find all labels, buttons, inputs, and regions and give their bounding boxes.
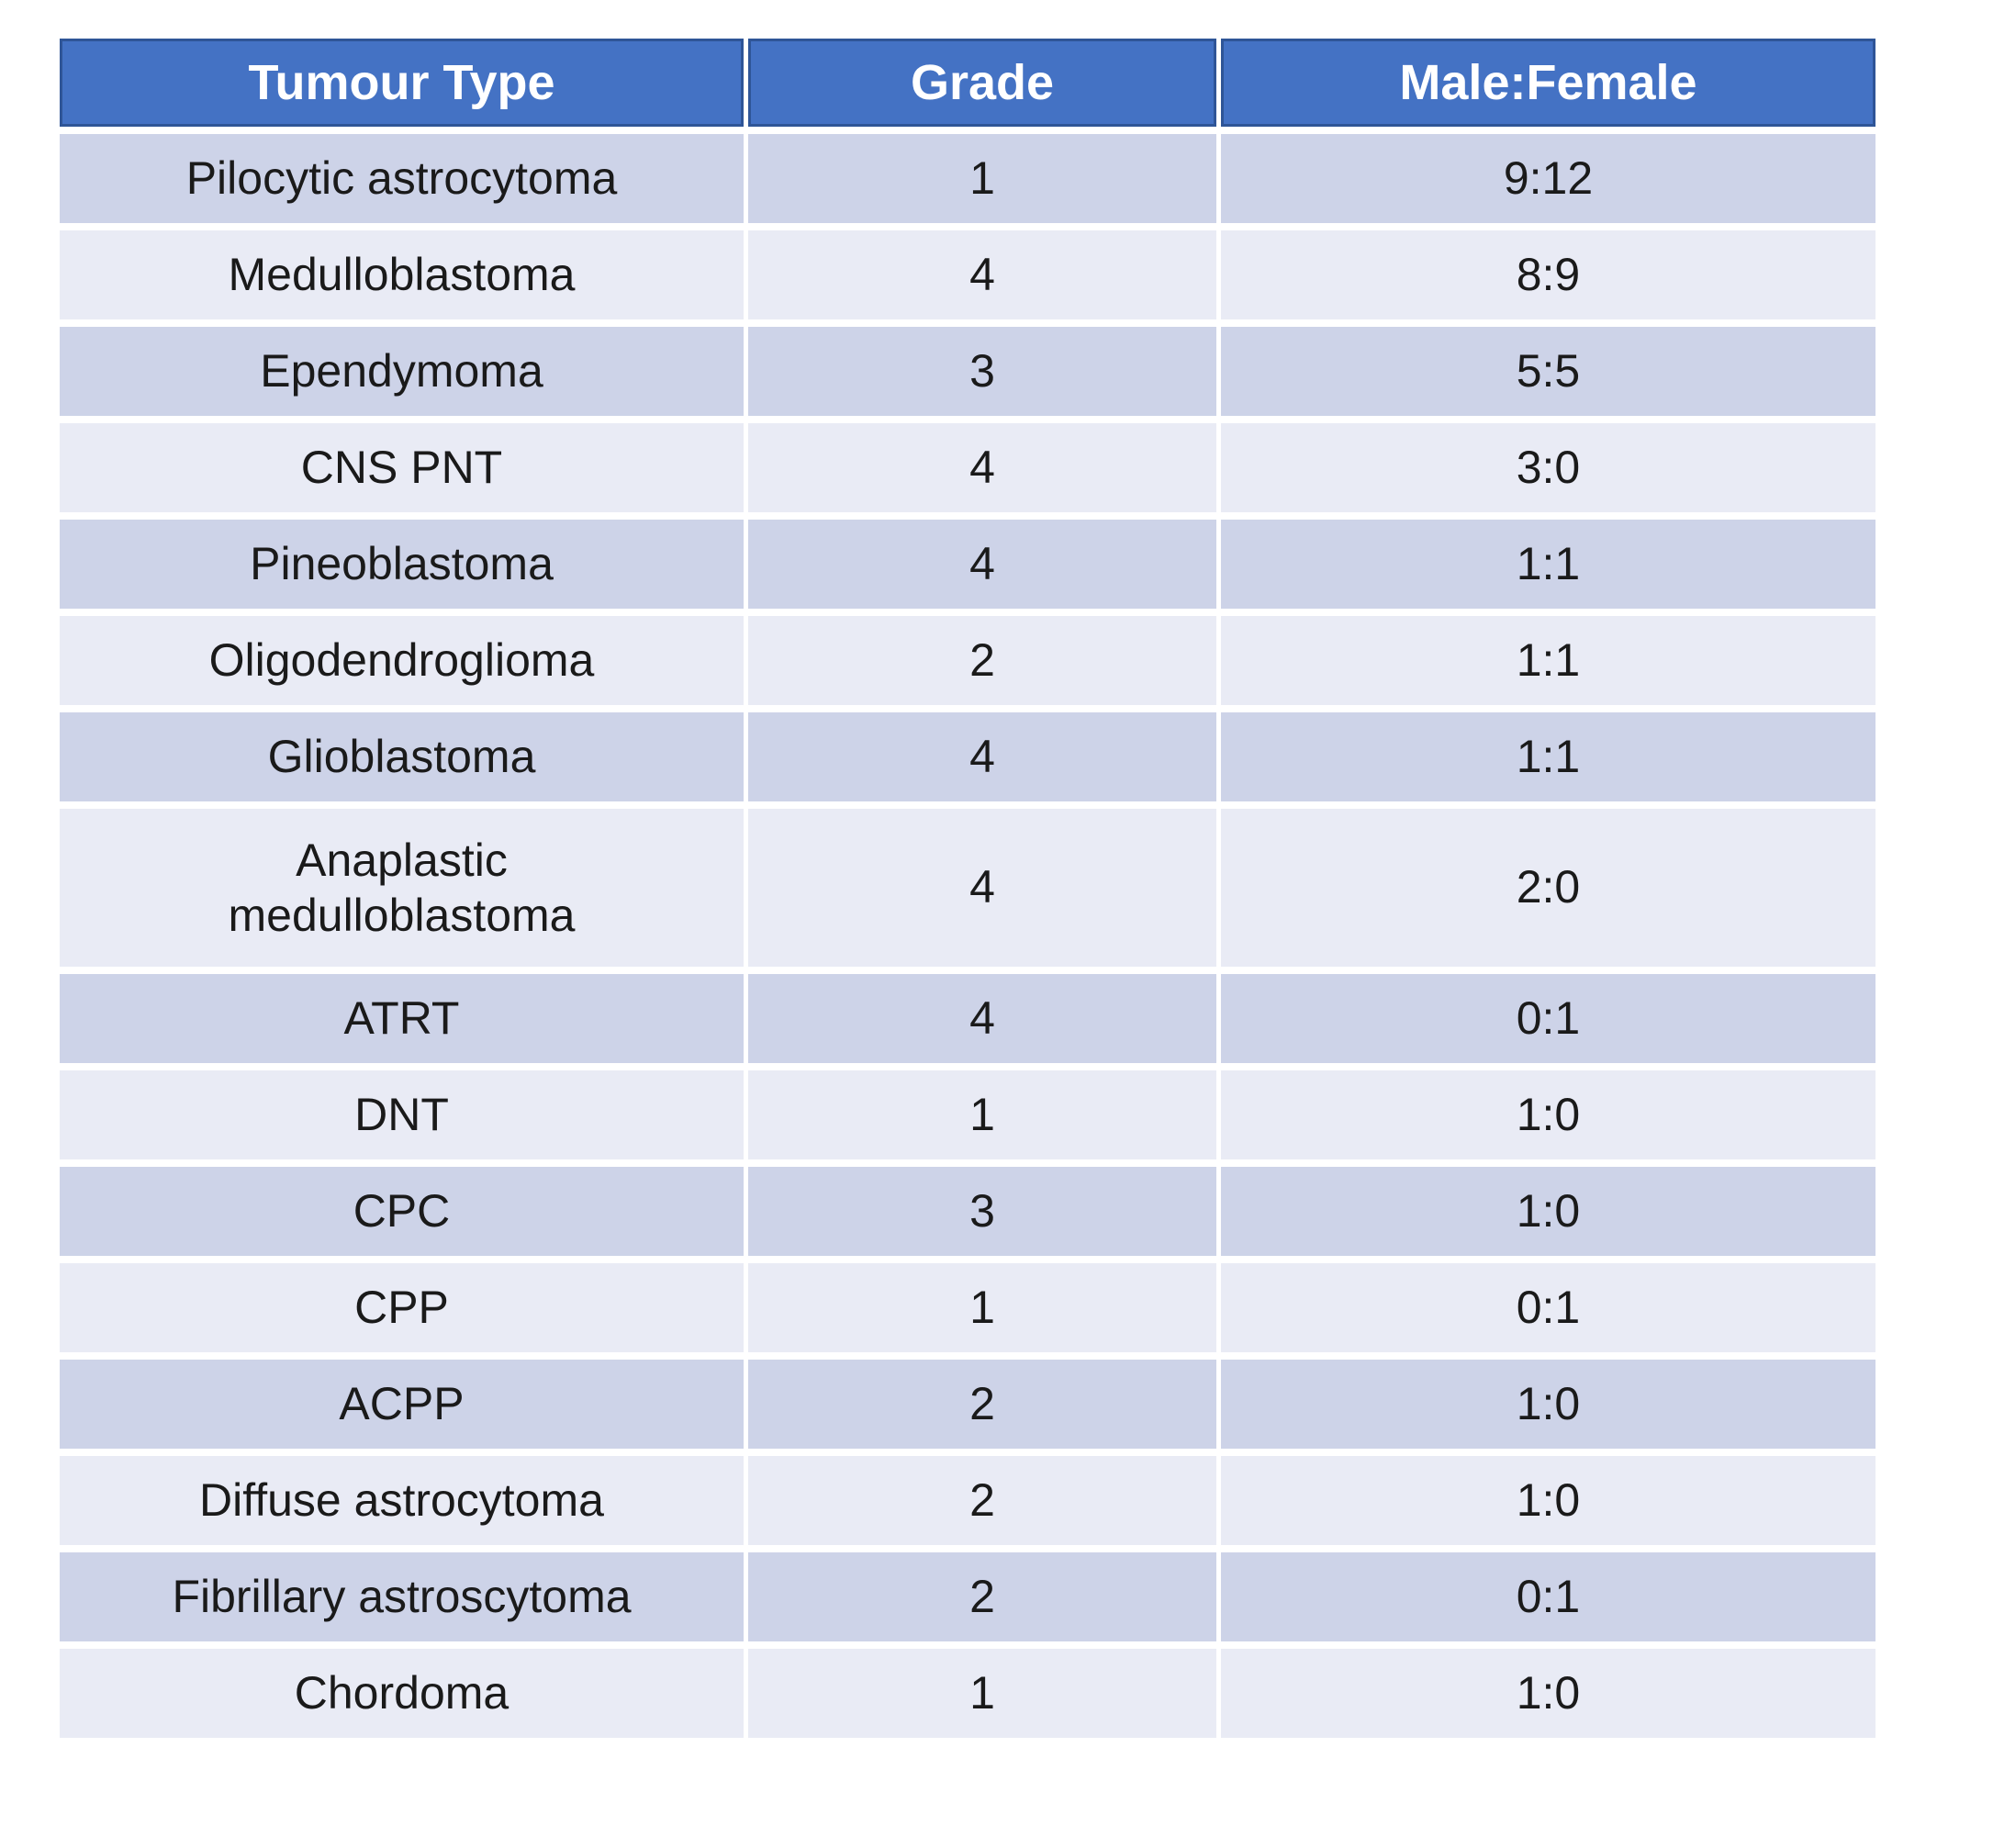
column-header-male-female: Male:Female (1221, 39, 1875, 127)
cell-male-female: 1:0 (1221, 1456, 1875, 1545)
cell-grade: 2 (748, 616, 1216, 705)
table-row: DNT 1 1:0 (60, 1070, 1875, 1159)
cell-male-female: 0:1 (1221, 974, 1875, 1063)
table-row: CPC 3 1:0 (60, 1167, 1875, 1256)
table-row: Pineoblastoma 4 1:1 (60, 520, 1875, 609)
cell-male-female: 0:1 (1221, 1552, 1875, 1641)
cell-tumour-type: ATRT (60, 974, 744, 1063)
cell-grade: 2 (748, 1360, 1216, 1449)
tumour-table: Tumour Type Grade Male:Female Pilocytic … (55, 31, 1880, 1745)
column-header-grade: Grade (748, 39, 1216, 127)
cell-tumour-type: Diffuse astrocytoma (60, 1456, 744, 1545)
cell-male-female: 1:1 (1221, 616, 1875, 705)
cell-male-female: 5:5 (1221, 327, 1875, 416)
cell-grade: 1 (748, 1649, 1216, 1738)
cell-grade: 3 (748, 327, 1216, 416)
cell-tumour-type: Medulloblastoma (60, 230, 744, 319)
table-body: Pilocytic astrocytoma 1 9:12 Medulloblas… (60, 134, 1875, 1738)
cell-grade: 4 (748, 809, 1216, 967)
table-row: Medulloblastoma 4 8:9 (60, 230, 1875, 319)
cell-male-female: 1:0 (1221, 1167, 1875, 1256)
cell-tumour-type: Ependymoma (60, 327, 744, 416)
cell-tumour-type: Anaplastic medulloblastoma (60, 809, 744, 967)
cell-male-female: 1:1 (1221, 520, 1875, 609)
cell-male-female: 1:0 (1221, 1649, 1875, 1738)
cell-grade: 1 (748, 134, 1216, 223)
cell-tumour-type: Pilocytic astrocytoma (60, 134, 744, 223)
cell-grade: 4 (748, 423, 1216, 512)
cell-tumour-type: Fibrillary astroscytoma (60, 1552, 744, 1641)
table-row: ATRT 4 0:1 (60, 974, 1875, 1063)
cell-male-female: 2:0 (1221, 809, 1875, 967)
column-header-tumour-type: Tumour Type (60, 39, 744, 127)
cell-male-female: 1:0 (1221, 1070, 1875, 1159)
cell-tumour-type: DNT (60, 1070, 744, 1159)
cell-male-female: 1:1 (1221, 712, 1875, 801)
cell-tumour-type: Chordoma (60, 1649, 744, 1738)
table-row: CPP 1 0:1 (60, 1263, 1875, 1352)
table-header: Tumour Type Grade Male:Female (60, 39, 1875, 127)
cell-grade: 1 (748, 1070, 1216, 1159)
table-row: Anaplastic medulloblastoma 4 2:0 (60, 809, 1875, 967)
cell-tumour-type: Oligodendroglioma (60, 616, 744, 705)
cell-male-female: 8:9 (1221, 230, 1875, 319)
cell-grade: 4 (748, 974, 1216, 1063)
cell-grade: 4 (748, 230, 1216, 319)
cell-text: Anaplastic medulloblastoma (228, 834, 576, 941)
header-row: Tumour Type Grade Male:Female (60, 39, 1875, 127)
cell-grade: 4 (748, 520, 1216, 609)
cell-grade: 4 (748, 712, 1216, 801)
table-row: ACPP 2 1:0 (60, 1360, 1875, 1449)
cell-tumour-type: CPP (60, 1263, 744, 1352)
table-row: Glioblastoma 4 1:1 (60, 712, 1875, 801)
cell-male-female: 3:0 (1221, 423, 1875, 512)
cell-grade: 2 (748, 1456, 1216, 1545)
cell-male-female: 9:12 (1221, 134, 1875, 223)
cell-grade: 1 (748, 1263, 1216, 1352)
cell-tumour-type: Glioblastoma (60, 712, 744, 801)
cell-male-female: 0:1 (1221, 1263, 1875, 1352)
cell-grade: 2 (748, 1552, 1216, 1641)
table-row: Diffuse astrocytoma 2 1:0 (60, 1456, 1875, 1545)
table-row: CNS PNT 4 3:0 (60, 423, 1875, 512)
table-row: Chordoma 1 1:0 (60, 1649, 1875, 1738)
table-row: Pilocytic astrocytoma 1 9:12 (60, 134, 1875, 223)
table-row: Oligodendroglioma 2 1:1 (60, 616, 1875, 705)
cell-grade: 3 (748, 1167, 1216, 1256)
cell-male-female: 1:0 (1221, 1360, 1875, 1449)
cell-tumour-type: ACPP (60, 1360, 744, 1449)
cell-tumour-type: CPC (60, 1167, 744, 1256)
table-row: Ependymoma 3 5:5 (60, 327, 1875, 416)
cell-tumour-type: Pineoblastoma (60, 520, 744, 609)
cell-tumour-type: CNS PNT (60, 423, 744, 512)
table-row: Fibrillary astroscytoma 2 0:1 (60, 1552, 1875, 1641)
